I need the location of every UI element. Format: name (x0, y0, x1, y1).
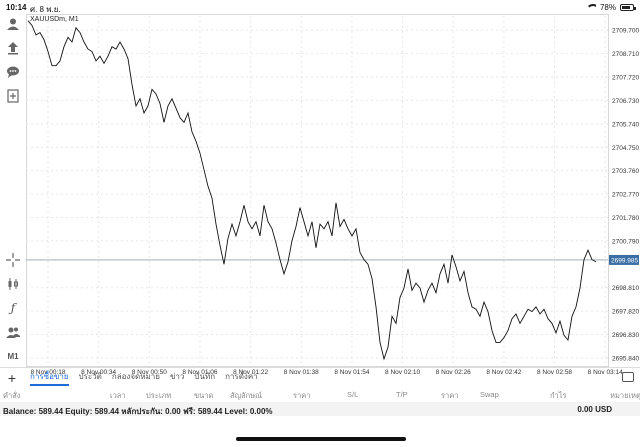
y-tick-label: 2701.780 (612, 215, 639, 222)
chart-symbol-label: XAUUSDm, M1 (30, 16, 79, 23)
x-tick-label: 8 Nov 00:18 (30, 369, 65, 376)
y-tick-label: 2705.740 (612, 121, 639, 128)
y-tick-label: 2696.830 (612, 332, 639, 339)
chart-canvas: 2709.700 2708.710 2707.720 2706.730 2705.740… (26, 14, 639, 376)
column-header: ประเภท (146, 391, 172, 400)
y-tick-label: 2704.750 (612, 145, 639, 152)
y-tick-label: 2709.700 (612, 28, 639, 35)
candlestick-icon[interactable] (5, 276, 21, 292)
tab-2[interactable]: กล่องจดหมาย (111, 371, 160, 381)
y-tick-label: 2703.760 (612, 168, 639, 175)
column-header: คำสั่ง (3, 391, 21, 400)
x-tick-label: 8 Nov 01:54 (334, 369, 369, 376)
timeframe-button[interactable]: M1 (7, 351, 19, 361)
status-time: 10:14 (6, 3, 27, 12)
left-toolbar: ƒ M1 (0, 14, 26, 394)
wifi-icon (585, 4, 596, 11)
x-tick-label: 8 Nov 02:42 (486, 369, 521, 376)
x-tick-label: 8 Nov 00:50 (132, 369, 167, 376)
column-header: Swap (480, 390, 499, 399)
expand-panel-icon[interactable] (622, 372, 634, 382)
x-tick-label: 8 Nov 03:14 (588, 369, 623, 376)
status-bar: 10:14 ศ. 8 พ.ย. 78% (0, 0, 640, 14)
x-tick-label: 8 Nov 02:58 (537, 369, 572, 376)
chart-frame (26, 14, 609, 367)
trade-column-headers: คำสั่ง เวลา ประเภท ขนาด สัญลักษณ์ ราคา S/L T/P ร… (0, 388, 640, 402)
terminal-tabs: การซื้อขาย ประวัติ กล่องจดหมาย ข่าว บันทึก กา… (24, 370, 258, 386)
x-tick-label: 8 Nov 00:34 (81, 369, 116, 376)
y-tick-label: 2707.720 (612, 75, 639, 82)
x-tick-label: 8 Nov 01:06 (182, 369, 217, 376)
y-tick-label: 2708.710 (612, 51, 639, 58)
chat-icon[interactable] (5, 64, 21, 80)
balance-bar: Balance: 589.44 Equity: 589.44 หลักประกั… (0, 402, 640, 416)
status-right: 78% (585, 3, 636, 12)
x-tick-label: 8 Nov 02:26 (436, 369, 471, 376)
battery-icon (620, 4, 636, 11)
y-tick-label: 2702.770 (612, 192, 639, 199)
upload-icon[interactable] (5, 40, 21, 56)
column-header: สัญลักษณ์ (230, 391, 263, 400)
user-icon[interactable] (5, 16, 21, 32)
crosshair-icon[interactable] (5, 252, 21, 268)
y-tick-label: 2695.840 (612, 355, 639, 362)
balance-amount: 0.00 USD (577, 405, 612, 414)
x-tick-label: 8 Nov 01:38 (284, 369, 319, 376)
column-header: หมายเหตุ (610, 391, 640, 400)
column-header: T/P (396, 390, 408, 399)
column-header: ราคา (441, 391, 459, 400)
column-header: เวลา (110, 391, 126, 400)
x-tick-label: 8 Nov 02:10 (385, 369, 420, 376)
status-date: ศ. 8 พ.ย. (30, 5, 61, 14)
current-price-tag (609, 254, 639, 265)
column-header: กำไร (550, 391, 567, 400)
tab-4[interactable]: บันทึก (194, 371, 216, 381)
y-tick-label: 2706.730 (612, 98, 639, 105)
balance-text: Balance: 589.44 Equity: 589.44 หลักประกั… (3, 407, 273, 416)
column-header: S/L (347, 390, 359, 399)
column-header: ขนาด (194, 391, 214, 400)
tab-1[interactable]: ประวัติ (78, 371, 102, 381)
y-tick-label: 2697.820 (612, 309, 639, 316)
people-icon[interactable] (5, 324, 21, 340)
bottom-tab-bar: + การซื้อขาย ประวัติ กล่องจดหมาย ข่าว บันทึก… (0, 367, 640, 387)
document-plus-icon[interactable] (5, 88, 21, 104)
tab-0[interactable]: การซื้อขาย (30, 370, 69, 386)
y-tick-label: 2698.810 (612, 285, 639, 292)
function-icon[interactable]: ƒ (10, 301, 16, 315)
column-header: ราคา (293, 391, 311, 400)
y-tick-label: 2700.790 (612, 238, 639, 245)
price-series-line (27, 20, 597, 361)
x-tick-label: 8 Nov 01:22 (233, 369, 268, 376)
home-indicator (236, 437, 406, 441)
battery-percent: 78% (599, 3, 616, 12)
current-price-label: 2699.985 (611, 257, 638, 264)
price-chart[interactable]: 2709.700 2708.710 2707.720 2706.730 2705.740… (26, 14, 640, 380)
add-icon[interactable]: + (7, 369, 17, 386)
tab-3[interactable]: ข่าว (169, 371, 185, 381)
tab-5[interactable]: การตั้งค่า (225, 371, 258, 381)
